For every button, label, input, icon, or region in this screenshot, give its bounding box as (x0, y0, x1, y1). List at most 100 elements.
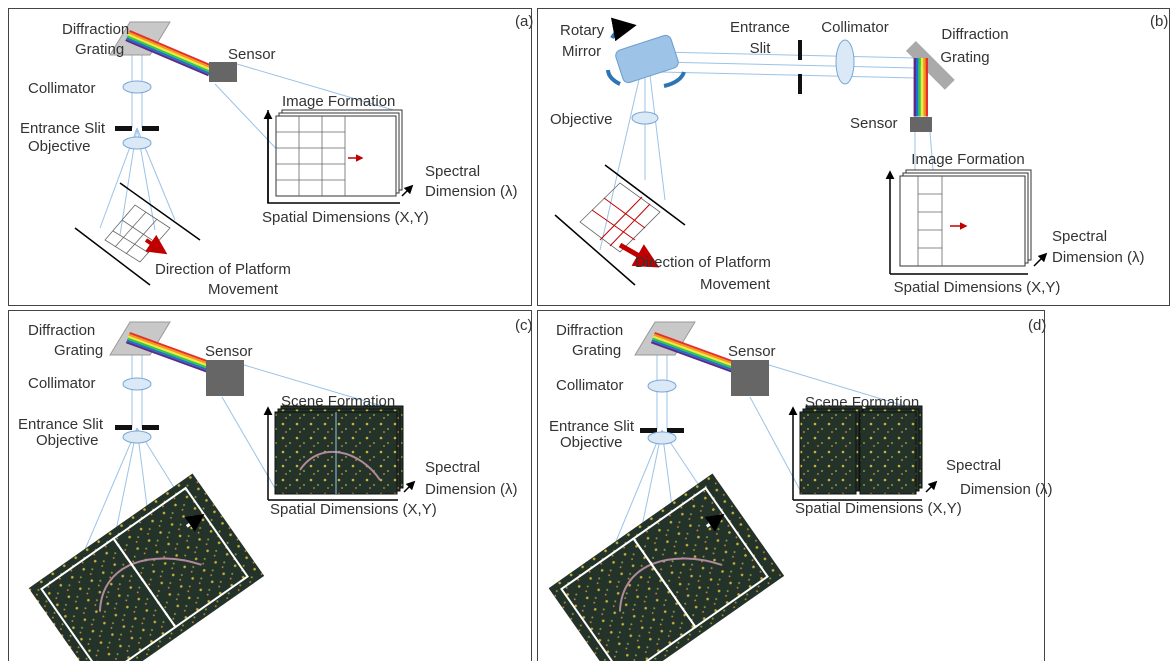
label: Mirror (562, 43, 601, 60)
panel-tag: (c) (515, 317, 533, 334)
objective-lens (631, 111, 659, 125)
scene-stack (859, 411, 917, 495)
label: Movement (700, 276, 771, 293)
panel-borders (537, 8, 1170, 306)
label: Entrance Slit (20, 120, 106, 137)
label: Image Formation (282, 93, 395, 110)
scan-plane (144, 234, 168, 255)
scene-stack (925, 480, 938, 493)
sensor (206, 360, 244, 396)
panel-tag: (d) (1028, 317, 1046, 334)
label: Scene Formation (805, 394, 919, 411)
label: Sensor (205, 343, 253, 360)
entrance-slit (798, 40, 802, 60)
scan-plane (104, 204, 171, 263)
scene (98, 557, 202, 612)
scene (704, 513, 725, 532)
label: Collimator (821, 19, 889, 36)
image-stack (917, 176, 943, 266)
label: Dimension (λ) (425, 183, 518, 200)
entrance-slit (115, 425, 159, 430)
scan-plane (604, 164, 686, 226)
rays (599, 74, 641, 251)
rays (243, 364, 403, 413)
objective-lens (122, 430, 152, 444)
scan-plane (554, 164, 686, 286)
scene (548, 473, 785, 661)
panel-borders (537, 310, 1045, 661)
label: Diffraction (62, 21, 129, 38)
rays (221, 396, 277, 491)
label: Objective (560, 434, 623, 451)
label: Dimension (λ) (1052, 249, 1145, 266)
label: Scene Formation (281, 393, 395, 410)
label: Direction of Platform (155, 261, 291, 278)
collimator-lens (122, 377, 152, 391)
objective-lens (122, 136, 152, 150)
scene-stack (299, 451, 381, 481)
rays (649, 74, 666, 201)
label: Sensor (728, 343, 776, 360)
label: Sensor (850, 115, 898, 132)
image-stack (263, 109, 414, 204)
label: Spectral (425, 459, 480, 476)
scene (28, 473, 265, 661)
label: Collimator (28, 375, 96, 392)
label: Diffraction (941, 26, 1008, 43)
label: Grating (75, 41, 124, 58)
objective-lens (647, 431, 677, 445)
collimator-lens (647, 379, 677, 393)
label: Objective (550, 111, 613, 128)
rays (236, 63, 401, 113)
sensor (209, 62, 237, 82)
scan-plane (125, 218, 158, 255)
scene (548, 473, 785, 661)
spectrum (913, 58, 928, 117)
label: Collimator (556, 377, 624, 394)
label: Spatial Dimensions (X,Y) (894, 279, 1061, 296)
label: Sensor (228, 46, 276, 63)
scan-plane (579, 182, 661, 253)
scene (184, 513, 205, 532)
image-stack (276, 116, 346, 196)
collimator-lens (835, 39, 855, 85)
collimator-lens (122, 80, 152, 94)
panel-borders (8, 8, 532, 306)
panel-a: (a) Diffraction Grating Sensor Collimato… (20, 13, 533, 298)
scene (632, 486, 769, 629)
label: Spatial Dimensions (X,Y) (270, 501, 437, 518)
entrance-slit (640, 428, 684, 433)
label: Rotary (560, 22, 605, 39)
rotary-mirror (606, 17, 686, 88)
scan-plane (114, 211, 147, 248)
label: Movement (208, 281, 279, 298)
label: Spectral (425, 163, 480, 180)
rotary-mirror (606, 69, 621, 86)
image-stack (899, 175, 1026, 267)
rays (659, 61, 916, 69)
rotary-mirror (663, 71, 686, 88)
label: Grating (940, 49, 989, 66)
panel-borders (8, 8, 1170, 661)
label: Direction of Platform (635, 254, 771, 271)
sensor (731, 360, 769, 396)
panel-c: (c) Diffraction Grating Sensor Collimato… (18, 317, 533, 661)
label: Grating (54, 342, 103, 359)
scan-plane (554, 214, 636, 286)
label: Entrance (730, 19, 790, 36)
sensor (910, 117, 932, 132)
label: Diffraction (556, 322, 623, 339)
rays (768, 364, 919, 411)
entrance-slit (640, 428, 657, 433)
scan-plane (74, 182, 201, 286)
panel-borders (8, 310, 532, 661)
scan-plane (591, 196, 651, 247)
entrance-slit (142, 126, 159, 131)
scene (618, 557, 722, 612)
label: Entrance Slit (549, 418, 635, 435)
entrance-slit (115, 126, 159, 131)
scene-stack (788, 405, 938, 501)
image-stack (401, 184, 414, 197)
panel-d: (d) Diffraction Grating Sensor Collimato… (548, 317, 1053, 661)
scan-plane (112, 230, 150, 254)
